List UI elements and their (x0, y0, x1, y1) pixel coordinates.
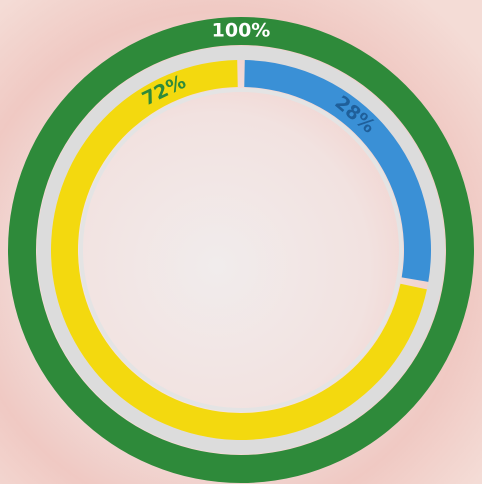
value-label: 100% (212, 20, 271, 42)
ring-separator (37, 46, 445, 454)
donut-segment (244, 60, 432, 282)
inner-edge (79, 88, 403, 412)
